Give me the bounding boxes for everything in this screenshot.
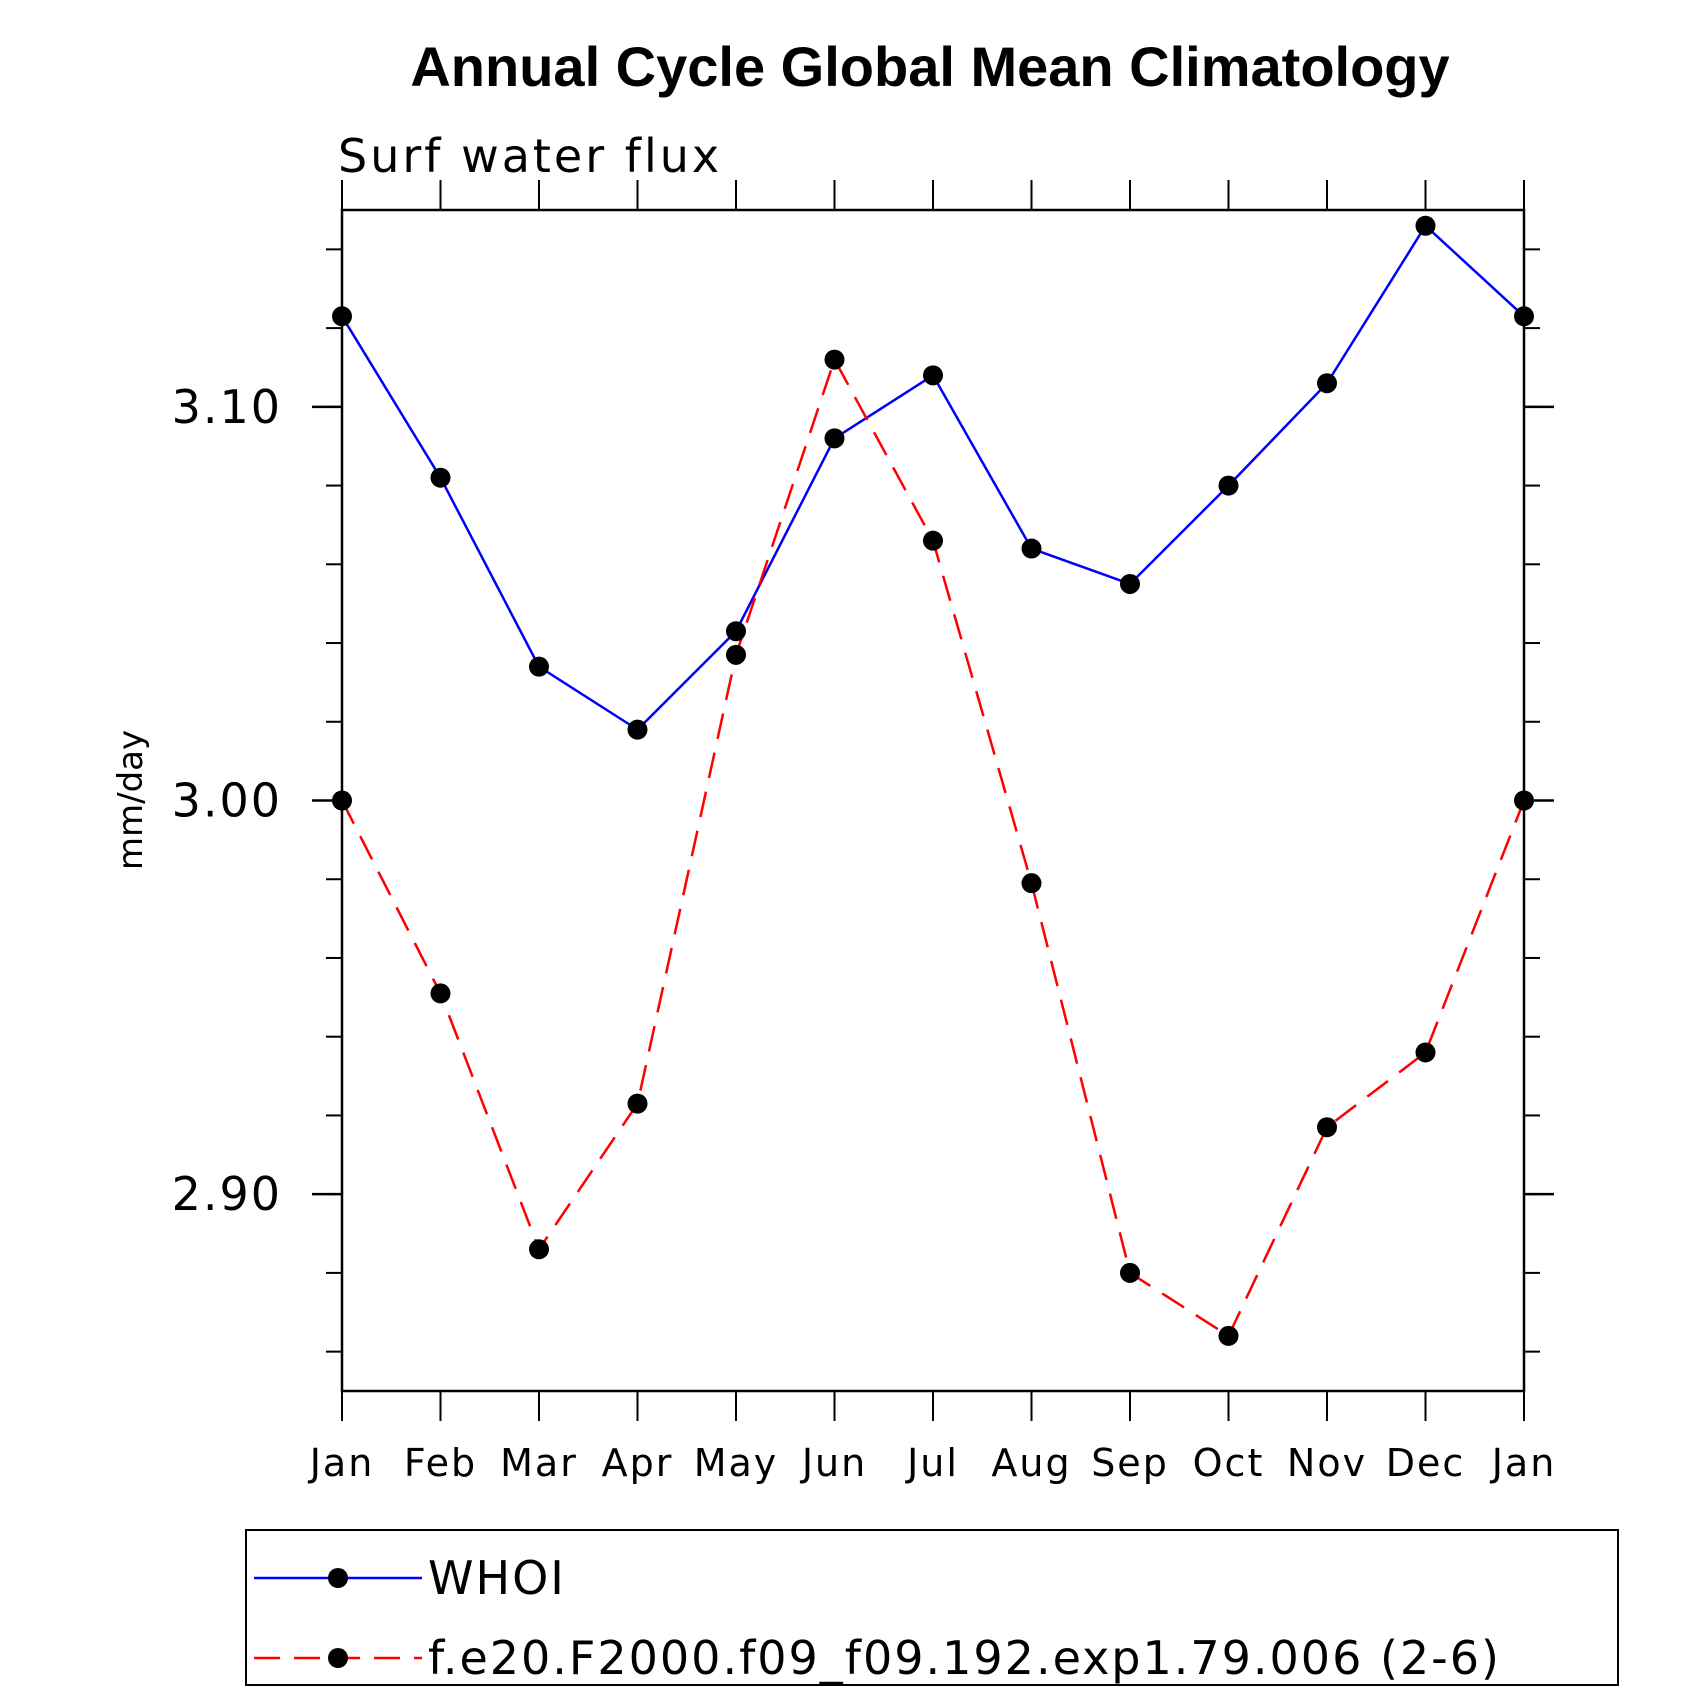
x-tick-label: Dec [1386, 1441, 1466, 1485]
x-tick-label: Aug [991, 1441, 1071, 1485]
x-tick-label: Feb [404, 1441, 477, 1485]
legend-marker-1 [328, 1568, 348, 1588]
x-tick-label: May [694, 1441, 779, 1485]
data-point-series-2 [1317, 1117, 1337, 1138]
data-point-series-1 [627, 719, 648, 740]
legend-label-2: f.e20.F2000.f09_f09.192.exp1.79.006 (2-6… [428, 1631, 1501, 1685]
legend-label-1: WHOI [428, 1551, 566, 1605]
data-point-series-1 [332, 306, 352, 327]
data-point-series-2 [430, 983, 451, 1004]
data-point-series-2 [627, 1093, 648, 1114]
plot-frame [340, 208, 1526, 1393]
y-tick-label: 3.00 [172, 774, 282, 828]
y-tick-label: 2.90 [172, 1167, 282, 1221]
chart-title: Annual Cycle Global Mean Climatology [410, 35, 1449, 98]
data-point-series-1 [1415, 215, 1436, 236]
data-point-series-1 [1317, 373, 1337, 394]
data-point-series-1 [529, 656, 549, 677]
data-point-series-1 [824, 428, 845, 449]
series-line-1 [340, 223, 1525, 732]
y-axis-label: mm/day [111, 730, 151, 870]
data-point-series-2 [824, 349, 845, 370]
data-point-series-2 [726, 644, 746, 665]
data-point-series-1 [1218, 475, 1239, 496]
x-tick-label: Jun [800, 1441, 867, 1485]
data-point-series-2 [332, 790, 352, 811]
series-line-2 [340, 356, 1526, 1338]
chart-subtitle: Surf water flux [338, 129, 722, 183]
data-point-series-1 [1120, 573, 1140, 594]
x-tick-label: Mar [500, 1441, 578, 1485]
data-point-series-2 [1514, 790, 1534, 811]
x-tick-label: Nov [1287, 1441, 1367, 1485]
data-point-series-1 [1514, 306, 1534, 327]
x-tick-label: Jul [905, 1441, 959, 1485]
x-tick-label: Apr [602, 1441, 674, 1485]
data-point-series-1 [726, 621, 746, 642]
data-point-series-2 [1021, 873, 1042, 894]
data-point-series-2 [1218, 1325, 1239, 1346]
data-point-series-2 [1120, 1262, 1140, 1283]
data-point-series-2 [529, 1239, 549, 1260]
y-tick-label: 3.10 [172, 380, 282, 434]
legend-box [245, 1529, 1619, 1686]
x-tick-label: Jan [308, 1441, 375, 1485]
data-point-series-1 [430, 467, 451, 488]
data-point-series-1 [1021, 538, 1042, 559]
x-tick-label: Jan [1490, 1441, 1557, 1485]
data-point-series-1 [923, 365, 943, 386]
data-point-series-2 [923, 530, 943, 551]
legend-marker-2 [328, 1648, 348, 1668]
x-tick-label: Sep [1091, 1441, 1169, 1485]
data-point-series-2 [1415, 1042, 1436, 1063]
x-tick-label: Oct [1193, 1441, 1265, 1485]
